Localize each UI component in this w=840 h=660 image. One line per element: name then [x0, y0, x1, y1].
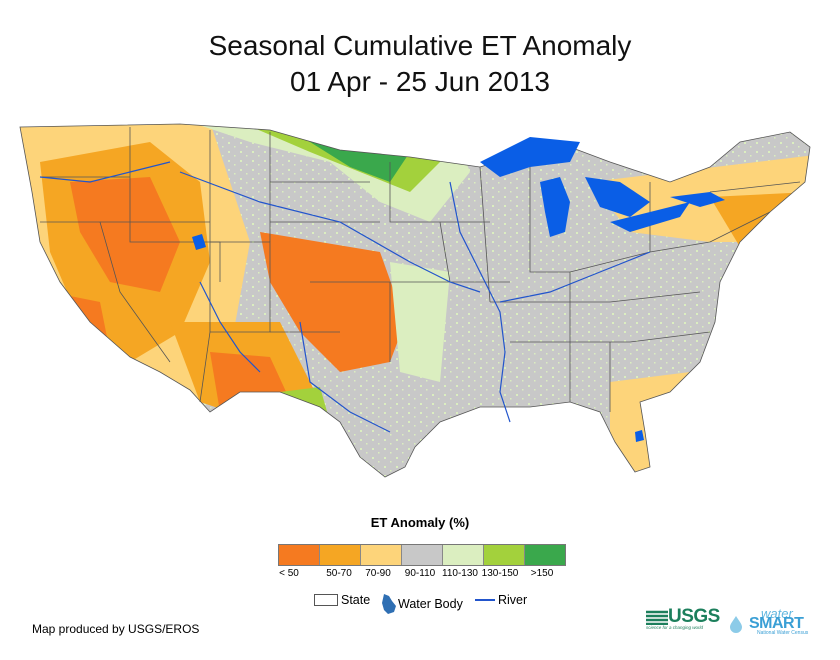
lake-okeechobee: [635, 430, 644, 442]
usgs-tagline: science for a changing world: [646, 625, 704, 630]
river-line-icon: [475, 599, 495, 601]
usgs-wave-icon: [646, 610, 668, 625]
legend-title: ET Anomaly (%): [370, 515, 470, 530]
legend-swatch-2: [320, 545, 361, 565]
river-label: River: [498, 593, 528, 607]
columbia-river: [39, 161, 171, 183]
legend-key-water: Water Body: [380, 593, 463, 615]
usgs-logo: USGS science for a changing world: [646, 606, 720, 630]
state-swatch: [314, 594, 338, 606]
legend-label-1: < 50: [279, 568, 299, 579]
lake-huron: [585, 177, 650, 217]
missouri-river: [179, 171, 481, 293]
lake-superior: [480, 137, 580, 177]
map-credit: Map produced by USGS/EROS: [32, 622, 200, 636]
legend-swatch-3: [361, 545, 402, 565]
state-label: State: [341, 593, 371, 607]
state-boundaries: [19, 123, 811, 478]
us-et-anomaly-map: [19, 123, 811, 478]
legend-swatch-6: [484, 545, 525, 565]
legend-label-4: 90-110: [404, 568, 436, 579]
watersmart-sub: National Water Census: [757, 630, 809, 636]
colorado-river: [199, 281, 261, 373]
lake-erie: [610, 202, 690, 232]
legend-label-3: 70-90: [365, 568, 391, 579]
water-drop-icon: [730, 616, 742, 633]
legend-label-7: >150: [530, 568, 554, 579]
legend-swatch-1: [279, 545, 320, 565]
rivers: [39, 161, 651, 433]
water-bodies: [192, 137, 725, 442]
legend-swatch-7: [525, 545, 565, 565]
watersmart-top: water: [761, 606, 793, 621]
legend-swatch-4: [402, 545, 443, 565]
rio-grande: [299, 321, 391, 433]
legend-key-state: State: [314, 593, 370, 607]
water-label: Water Body: [398, 597, 463, 611]
title-line-1: Seasonal Cumulative ET Anomaly: [208, 30, 632, 61]
map-title: Seasonal Cumulative ET Anomaly 01 Apr - …: [0, 28, 840, 100]
watersmart-logo: water SMART National Water Census: [727, 606, 808, 636]
legend-label-5: 110-130: [442, 568, 478, 579]
title-line-2: 01 Apr - 25 Jun 2013: [290, 66, 550, 97]
lake-michigan: [540, 177, 570, 237]
legend-label-6: 130-150: [481, 568, 519, 579]
legend-key-river: River: [475, 593, 527, 607]
legend-label-2: 50-70: [326, 568, 352, 579]
usgs-wordmark: USGS: [668, 606, 720, 627]
mississippi-river: [449, 181, 511, 423]
ohio-river: [499, 251, 651, 303]
watersmart-main: SMART: [749, 615, 804, 632]
legend-color-bar: [278, 544, 566, 566]
water-body-icon: [382, 594, 396, 614]
legend-swatch-5: [443, 545, 484, 565]
lake-ontario: [670, 192, 725, 207]
great-salt-lake: [192, 234, 206, 250]
